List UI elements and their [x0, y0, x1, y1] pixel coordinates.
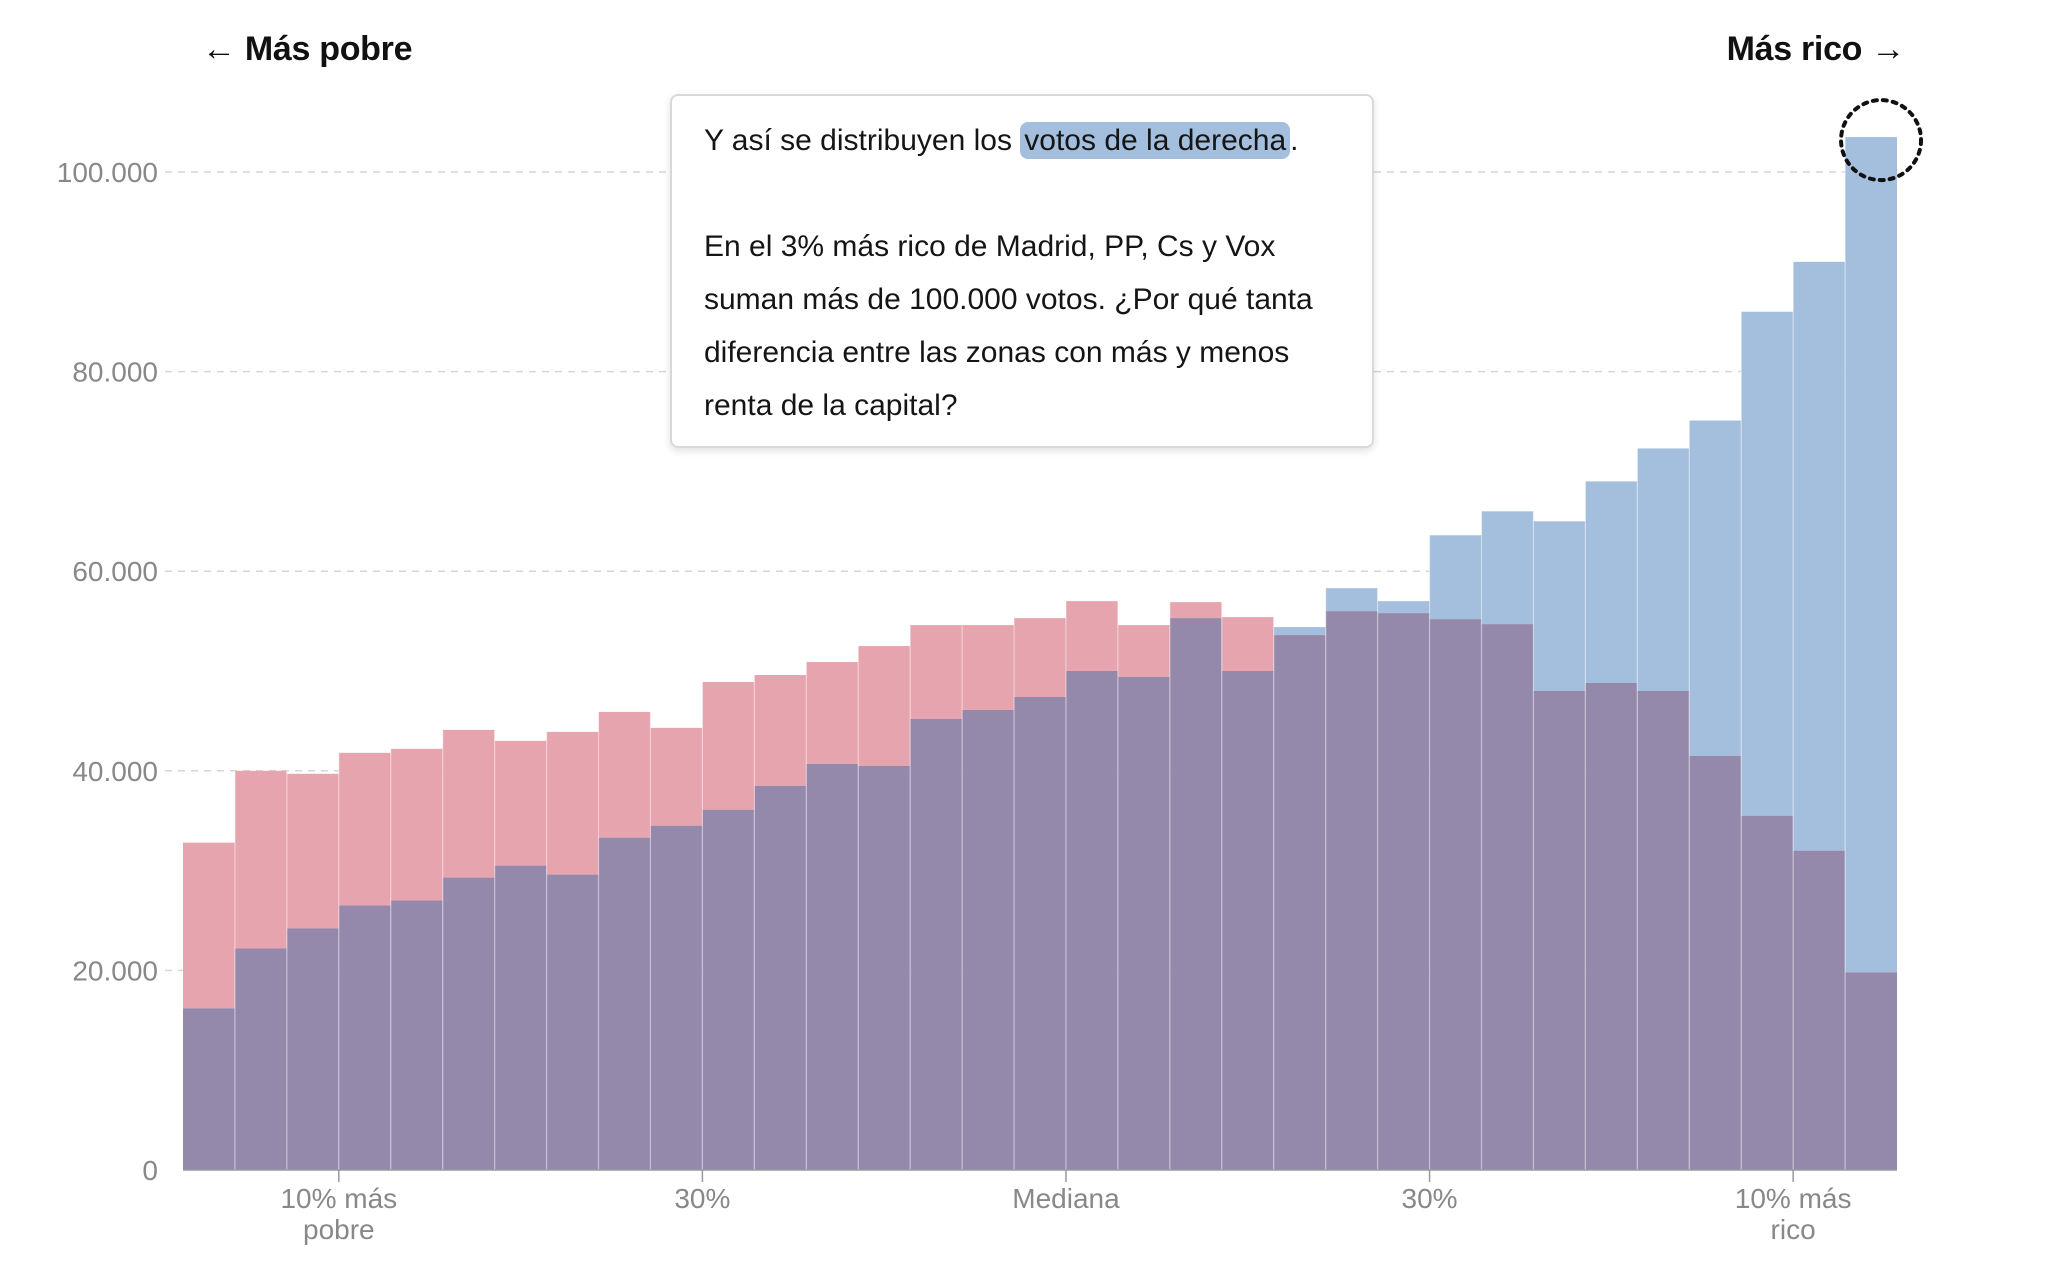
bar-upper: [754, 674, 807, 786]
bar-upper: [286, 773, 339, 929]
bar-overlap: [183, 1008, 235, 1170]
bar-upper: [910, 625, 963, 719]
bar-overlap: [1377, 613, 1430, 1170]
bar-upper: [234, 770, 287, 949]
bar-overlap: [1845, 972, 1897, 1170]
bar-overlap: [1429, 619, 1482, 1170]
annotation-intro: Y así se distribuyen los votos de la der…: [704, 114, 1342, 167]
bar-upper: [702, 681, 755, 810]
bar-overlap: [650, 825, 703, 1170]
bar-overlap: [442, 877, 495, 1170]
bar-overlap: [1273, 635, 1326, 1170]
highlight-circle: [1839, 98, 1924, 183]
bar-overlap: [390, 900, 443, 1170]
bar-upper: [1221, 617, 1274, 671]
annotation-highlight: votos de la derecha: [1020, 122, 1291, 159]
y-tick-label: 40.000: [72, 756, 158, 787]
bar-overlap: [1014, 696, 1066, 1170]
bar-upper: [1377, 601, 1430, 614]
bar-overlap: [1169, 618, 1222, 1170]
annotation-card: Y así se distribuyen los votos de la der…: [670, 94, 1374, 448]
bar-overlap: [1793, 850, 1846, 1170]
bar-upper: [1065, 601, 1118, 671]
poorer-direction-label: ← Más pobre: [202, 30, 413, 68]
bar-overlap: [1637, 690, 1690, 1170]
richer-direction-label: Más rico →: [1726, 30, 1906, 68]
bar-upper: [1325, 588, 1378, 612]
bar-upper: [390, 748, 443, 901]
x-tick-label: 30%: [674, 1183, 730, 1214]
highlight-marker-layer: [1839, 98, 1924, 183]
bar-upper: [1429, 535, 1482, 620]
bar-upper: [1845, 137, 1897, 973]
bar-upper: [442, 729, 495, 878]
bar-upper: [598, 711, 651, 838]
bar-overlap: [1221, 671, 1274, 1170]
bar-overlap: [1065, 671, 1118, 1170]
bar-upper: [338, 752, 391, 906]
bar-upper: [1793, 261, 1846, 851]
bar-upper: [494, 740, 547, 866]
bars: [183, 137, 1897, 1170]
bar-upper: [1169, 602, 1222, 619]
bar-upper: [1637, 448, 1690, 691]
y-tick-label: 60.000: [72, 556, 158, 587]
bar-upper: [183, 842, 235, 1009]
bar-upper: [1481, 511, 1534, 625]
y-tick-label: 80.000: [72, 357, 158, 388]
bar-overlap: [962, 709, 1015, 1170]
bar-upper: [962, 625, 1015, 710]
bar-overlap: [1741, 815, 1794, 1170]
bar-overlap: [1689, 755, 1742, 1170]
bar-overlap: [910, 718, 963, 1170]
bar-upper: [1117, 625, 1170, 677]
bar-upper: [858, 646, 911, 766]
axes: 0 20.000 40.000 60.000 80.000 100.000 10% más p…: [57, 157, 1897, 1245]
annotation-intro-text: Y así se distribuyen los: [704, 124, 1021, 157]
bar-upper: [546, 731, 599, 875]
bar-overlap: [1325, 611, 1378, 1170]
bar-upper: [1741, 311, 1794, 816]
annotation-intro-end: .: [1290, 124, 1299, 157]
bar-overlap: [806, 763, 859, 1170]
bar-overlap: [858, 765, 911, 1170]
bar-overlap: [338, 905, 391, 1170]
y-tick-label: 0: [142, 1155, 158, 1186]
x-tick-label: 30%: [1402, 1183, 1458, 1214]
bar-upper: [1533, 521, 1586, 691]
x-tick-label: Mediana: [1012, 1183, 1120, 1214]
bar-overlap: [546, 874, 599, 1170]
x-tick-label: 10% más rico: [1735, 1183, 1852, 1245]
bar-upper: [650, 727, 703, 826]
bar-overlap: [1533, 690, 1586, 1170]
bar-overlap: [1117, 676, 1170, 1170]
bar-overlap: [1585, 682, 1638, 1170]
bar-overlap: [754, 785, 807, 1170]
bar-overlap: [598, 837, 651, 1170]
bar-upper: [1689, 420, 1742, 756]
bar-upper: [1585, 481, 1638, 683]
bar-upper: [1273, 627, 1326, 636]
annotation-body: En el 3% más rico de Madrid, PP, Cs y Vo…: [704, 230, 1313, 422]
bar-upper: [806, 662, 859, 764]
bar-overlap: [1481, 624, 1534, 1170]
bar-overlap: [494, 865, 547, 1170]
bar-upper: [1014, 618, 1066, 697]
bar-overlap: [286, 928, 339, 1170]
bar-overlap: [702, 809, 755, 1170]
y-tick-label: 20.000: [72, 955, 158, 986]
x-tick-label: 10% más pobre: [280, 1183, 397, 1245]
y-tick-label: 100.000: [57, 157, 158, 188]
bar-overlap: [234, 948, 287, 1170]
